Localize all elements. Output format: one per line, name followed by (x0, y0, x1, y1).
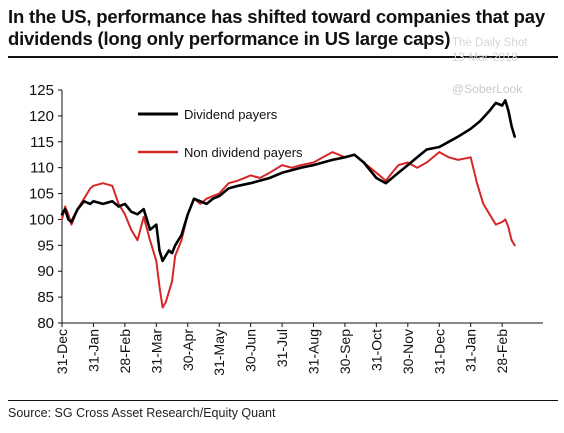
watermark-brand: The Daily Shot (452, 37, 528, 49)
y-tick-label: 105 (29, 186, 54, 203)
legend-label: Non dividend payers (184, 145, 303, 160)
watermark-date: 13-Mar-2018 (452, 52, 518, 64)
x-tick-label: 31-Jan (463, 329, 479, 372)
y-tick-label: 100 (29, 211, 54, 228)
x-tick-label: 31-Mar (148, 329, 164, 374)
x-tick-label: 30-Sep (337, 329, 353, 374)
x-tick-label: 30-Apr (180, 329, 196, 371)
x-tick-label: 31-Jan (85, 329, 101, 372)
x-tick-label: 30-Jun (243, 329, 259, 372)
x-tick-label: 31-Aug (306, 329, 322, 374)
title-divider (8, 56, 558, 58)
x-tick-label: 30-Nov (400, 329, 416, 374)
x-tick-label: 31-May (211, 329, 227, 376)
y-tick-label: 90 (37, 263, 54, 280)
chart-title: In the US, performance has shifted towar… (8, 6, 545, 49)
x-tick-label: 31-Dec (54, 329, 70, 374)
watermark-handle: @SoberLook (452, 82, 523, 96)
y-tick-label: 110 (30, 160, 54, 177)
chart-legend: Dividend payers Non dividend payers (138, 107, 303, 160)
legend-label: Dividend payers (184, 107, 278, 122)
watermark: The Daily Shot 13-Mar-2018 (452, 36, 527, 66)
dividend-payers-line (60, 99, 517, 263)
y-tick-label: 120 (29, 108, 54, 125)
y-tick-label: 95 (37, 237, 54, 254)
chart-series (60, 99, 517, 309)
y-tick-label: 125 (29, 82, 54, 99)
x-tick-label: 31-Dec (431, 329, 447, 374)
x-tick-label: 31-Jul (274, 329, 290, 367)
source-note: Source: SG Cross Asset Research/Equity Q… (8, 406, 276, 420)
y-tick-label: 80 (37, 315, 54, 332)
chart-axes: 80 85 90 95 100 105 110 115 120 125 31-Dec 31-Jan 28… (29, 82, 543, 376)
x-tick-label: 28-Feb (494, 329, 510, 374)
y-tick-label: 115 (30, 134, 54, 151)
y-tick-label: 85 (37, 289, 54, 306)
non-dividend-payers-line (61, 151, 516, 309)
x-tick-label: 28-Feb (117, 329, 133, 374)
x-tick-label: 31-Oct (368, 329, 384, 371)
source-divider (8, 400, 558, 401)
